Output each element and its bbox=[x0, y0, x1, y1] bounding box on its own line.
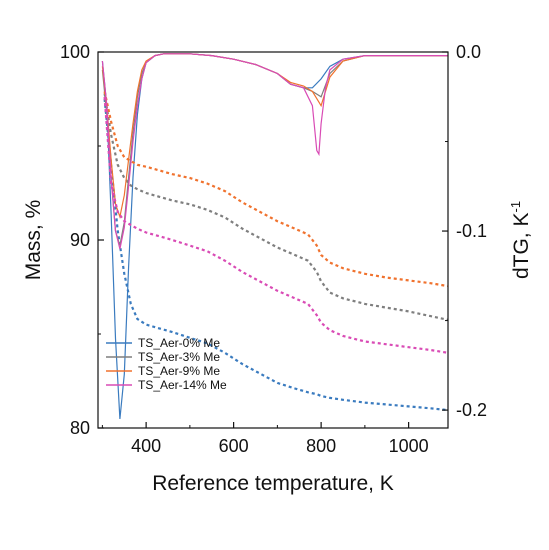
legend-label: TS_Aer-0% Me bbox=[138, 336, 220, 350]
x-tick-label: 800 bbox=[306, 436, 336, 456]
mass-line-ts-aer-14-me bbox=[103, 97, 448, 354]
y-left-tick-label: 100 bbox=[60, 42, 90, 62]
dtg-line-ts-aer-9-me bbox=[101, 53, 448, 219]
mass-line-ts-aer-0-me bbox=[103, 98, 448, 412]
legend-label: TS_Aer-3% Me bbox=[138, 350, 220, 364]
y-axis-right-title-main: dTG, K bbox=[510, 213, 533, 280]
y-axis-right-title: dTG, K-1 bbox=[508, 201, 533, 279]
dtg-line-ts-aer-14-me bbox=[101, 53, 448, 250]
x-tick-label: 400 bbox=[131, 436, 161, 456]
x-tick-label: 600 bbox=[219, 436, 249, 456]
dtg-line-ts-aer-3-me bbox=[101, 53, 448, 246]
y-right-tick-label: -0.1 bbox=[456, 221, 487, 241]
legend-label: TS_Aer-14% Me bbox=[138, 378, 227, 392]
x-tick-label: 1000 bbox=[389, 436, 429, 456]
y-axis-left-title: Mass, % bbox=[22, 200, 45, 281]
legend-label: TS_Aer-9% Me bbox=[138, 364, 220, 378]
y-axis-right-title-sup: -1 bbox=[508, 201, 523, 213]
y-right-tick-label: 0.0 bbox=[456, 42, 481, 62]
y-left-tick-label: 80 bbox=[70, 418, 90, 438]
x-axis-title: Reference temperature, K bbox=[152, 472, 394, 495]
mass-line-ts-aer-3-me bbox=[103, 93, 448, 321]
mass-line-ts-aer-9-me bbox=[103, 91, 448, 288]
y-right-tick-label: -0.2 bbox=[456, 400, 487, 420]
y-left-tick-label: 90 bbox=[70, 230, 90, 250]
